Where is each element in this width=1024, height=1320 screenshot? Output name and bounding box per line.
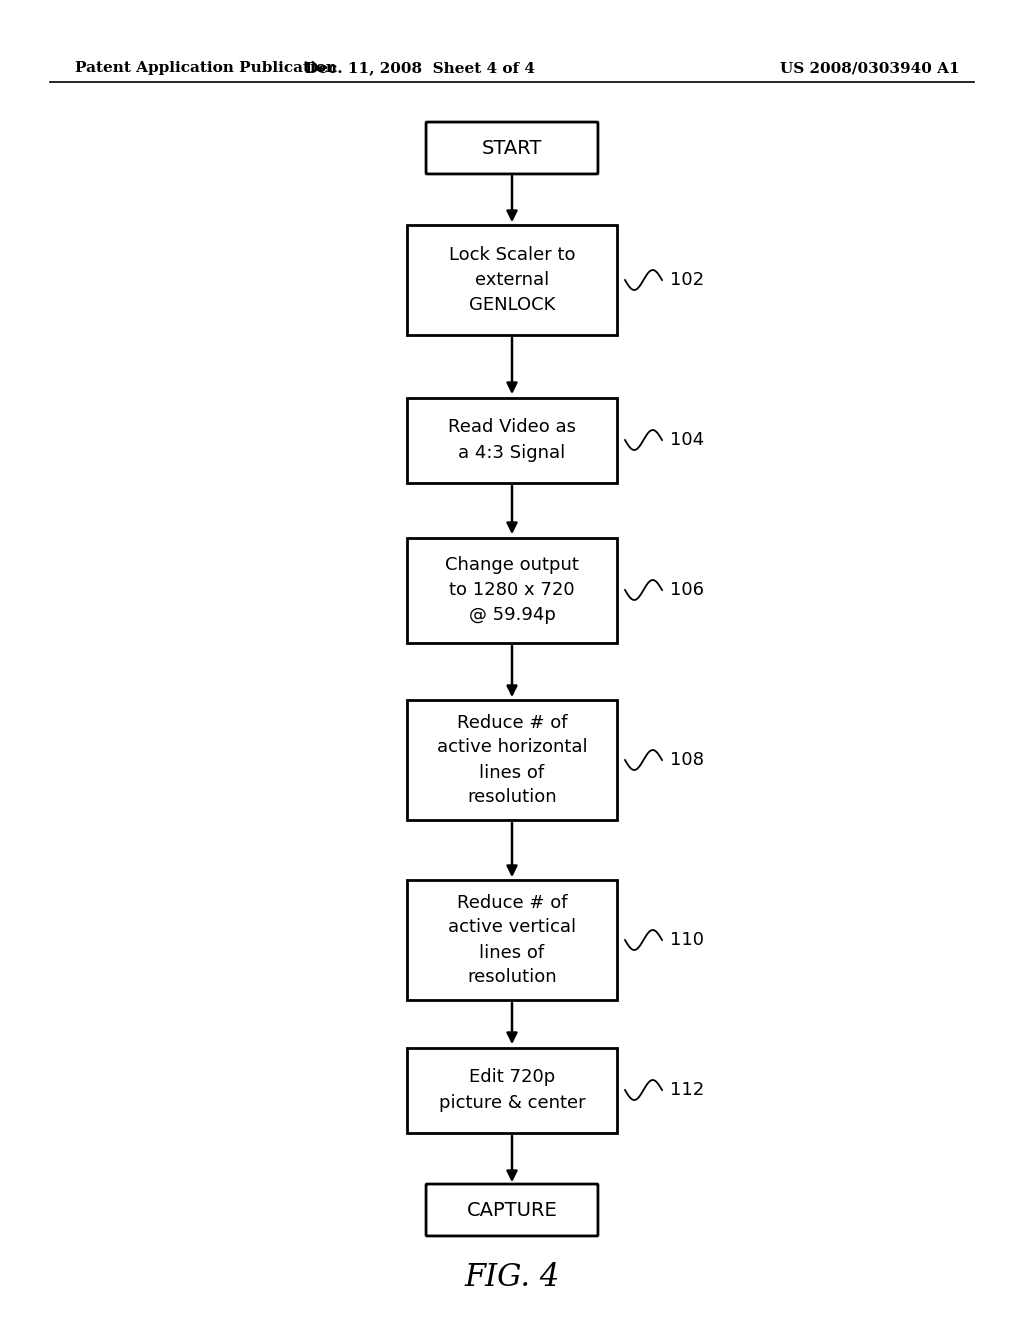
Text: Reduce # of
active horizontal
lines of
resolution: Reduce # of active horizontal lines of r… (436, 714, 588, 807)
Text: Patent Application Publication: Patent Application Publication (75, 61, 337, 75)
Text: 106: 106 (670, 581, 705, 599)
Bar (407, 397, 617, 483)
Bar (407, 537, 617, 643)
Text: 112: 112 (670, 1081, 705, 1100)
Text: Lock Scaler to
external
GENLOCK: Lock Scaler to external GENLOCK (449, 246, 575, 314)
Bar (407, 880, 617, 1001)
FancyBboxPatch shape (426, 121, 598, 174)
Text: US 2008/0303940 A1: US 2008/0303940 A1 (780, 61, 959, 75)
Text: Dec. 11, 2008  Sheet 4 of 4: Dec. 11, 2008 Sheet 4 of 4 (305, 61, 535, 75)
Text: 108: 108 (670, 751, 705, 770)
Text: Read Video as
a 4:3 Signal: Read Video as a 4:3 Signal (449, 418, 575, 462)
Text: Edit 720p
picture & center: Edit 720p picture & center (438, 1068, 586, 1111)
FancyBboxPatch shape (426, 1184, 598, 1236)
Text: 102: 102 (670, 271, 705, 289)
Bar (407, 1048, 617, 1133)
Text: 104: 104 (670, 432, 705, 449)
Text: Change output
to 1280 x 720
@ 59.94p: Change output to 1280 x 720 @ 59.94p (445, 556, 579, 624)
Text: 110: 110 (670, 931, 705, 949)
Text: FIG. 4: FIG. 4 (464, 1262, 560, 1294)
Bar (407, 224, 617, 335)
Text: CAPTURE: CAPTURE (467, 1200, 557, 1220)
Bar (407, 700, 617, 820)
Text: START: START (482, 139, 542, 157)
Text: Reduce # of
active vertical
lines of
resolution: Reduce # of active vertical lines of res… (447, 894, 577, 986)
